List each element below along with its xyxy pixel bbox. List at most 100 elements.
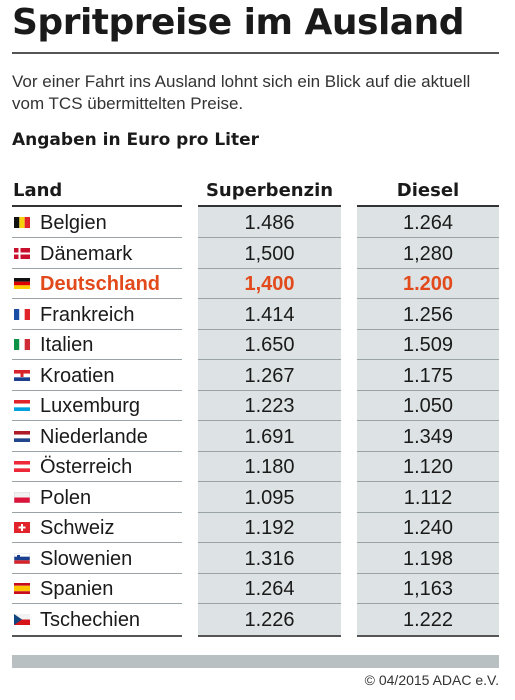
row-divider bbox=[357, 572, 499, 574]
row-divider bbox=[357, 542, 499, 543]
footer-bar bbox=[12, 655, 499, 668]
row-divider bbox=[12, 572, 182, 574]
row-divider bbox=[357, 603, 499, 604]
superbenzin-price: 1,500 bbox=[244, 242, 295, 265]
table-end-rule-superbenzin bbox=[198, 635, 341, 637]
diesel-price: 1.222 bbox=[402, 608, 454, 631]
czechia-flag-icon bbox=[14, 613, 30, 625]
row-divider bbox=[357, 359, 499, 360]
country-name: Niederlande bbox=[40, 425, 148, 448]
superbenzin-price: 1.486 bbox=[244, 212, 295, 234]
country-name: Luxemburg bbox=[40, 395, 141, 417]
row-divider bbox=[198, 237, 341, 238]
diesel-price: 1.240 bbox=[402, 517, 454, 539]
row-divider bbox=[198, 389, 341, 391]
country-name: Polen bbox=[40, 486, 92, 509]
row-divider bbox=[198, 420, 341, 421]
title-divider bbox=[12, 52, 499, 54]
row-divider bbox=[198, 511, 341, 513]
table-row: Tschechien 1.226 1.222 bbox=[0, 604, 515, 634]
germany-flag-icon bbox=[14, 278, 30, 289]
diesel-price: 1.264 bbox=[402, 212, 454, 234]
table-row: Deutschland 1,400 1.200 bbox=[0, 268, 515, 298]
luxembourg-flag-icon bbox=[14, 400, 30, 411]
croatia-flag-icon bbox=[14, 369, 30, 381]
row-divider bbox=[198, 359, 341, 360]
diesel-price: 1.198 bbox=[402, 547, 454, 570]
row-divider bbox=[12, 450, 182, 452]
header-rule-superbenzin bbox=[198, 205, 341, 207]
country-name: Italien bbox=[40, 334, 94, 356]
superbenzin-price: 1.226 bbox=[244, 608, 295, 631]
row-divider bbox=[198, 328, 341, 330]
header-rule-land bbox=[12, 205, 182, 207]
slovenia-flag-icon bbox=[14, 552, 30, 564]
table-row: Schweiz 1.192 1.240 bbox=[0, 512, 515, 542]
superbenzin-price: 1.414 bbox=[244, 303, 295, 326]
row-divider bbox=[357, 420, 499, 421]
diesel-price: 1.120 bbox=[402, 456, 454, 478]
table-row: Belgien 1.486 1.264 bbox=[0, 207, 515, 237]
row-divider bbox=[357, 328, 499, 330]
row-divider bbox=[357, 450, 499, 452]
row-divider bbox=[357, 237, 499, 238]
superbenzin-column-background bbox=[198, 207, 341, 635]
diesel-price: 1.112 bbox=[403, 486, 453, 509]
row-divider bbox=[357, 481, 499, 482]
country-name: Deutschland bbox=[40, 273, 161, 295]
unit-label: Angaben in Euro pro Liter bbox=[12, 130, 260, 150]
row-divider bbox=[198, 481, 341, 482]
row-divider bbox=[12, 328, 182, 330]
table-row: Niederlande 1.691 1.349 bbox=[0, 421, 515, 451]
france-flag-icon bbox=[14, 308, 30, 320]
intro-text: Vor einer Fahrt ins Ausland lohnt sich e… bbox=[12, 72, 471, 113]
country-name: Dänemark bbox=[40, 242, 133, 265]
country-name: Kroatien bbox=[40, 364, 115, 387]
table-row: Slowenien 1.316 1.198 bbox=[0, 543, 515, 573]
row-divider bbox=[198, 542, 341, 543]
row-divider bbox=[357, 389, 499, 391]
belgium-flag-icon bbox=[14, 217, 30, 228]
page-title: Spritpreise im Ausland bbox=[12, 2, 465, 43]
poland-flag-icon bbox=[14, 491, 30, 503]
superbenzin-price: 1.650 bbox=[244, 334, 295, 356]
row-divider bbox=[12, 542, 182, 543]
row-divider bbox=[12, 481, 182, 482]
austria-flag-icon bbox=[14, 461, 30, 472]
denmark-flag-icon bbox=[14, 247, 30, 259]
superbenzin-price: 1.192 bbox=[244, 517, 295, 539]
row-divider bbox=[198, 603, 341, 604]
diesel-price: 1,163 bbox=[402, 578, 454, 600]
superbenzin-price: 1.316 bbox=[244, 547, 295, 570]
diesel-price: 1.509 bbox=[402, 334, 454, 356]
country-name: Österreich bbox=[40, 456, 133, 478]
row-divider bbox=[12, 511, 182, 513]
diesel-price: 1.256 bbox=[402, 303, 454, 326]
country-name: Schweiz bbox=[40, 517, 115, 539]
row-divider bbox=[12, 237, 182, 238]
spain-flag-icon bbox=[14, 583, 30, 594]
country-name: Frankreich bbox=[40, 303, 135, 326]
italy-flag-icon bbox=[14, 339, 30, 350]
table-row: Italien 1.650 1.509 bbox=[0, 329, 515, 359]
superbenzin-price: 1.267 bbox=[244, 364, 295, 387]
table-row: Spanien 1.264 1,163 bbox=[0, 573, 515, 603]
switzerland-flag-icon bbox=[14, 522, 30, 533]
row-divider bbox=[12, 389, 182, 391]
table-row: Luxemburg 1.223 1.050 bbox=[0, 390, 515, 420]
superbenzin-price: 1.180 bbox=[244, 456, 295, 478]
country-name: Tschechien bbox=[40, 608, 141, 631]
row-divider bbox=[12, 359, 182, 360]
row-divider bbox=[12, 298, 182, 299]
row-divider bbox=[357, 267, 499, 269]
diesel-price: 1.200 bbox=[402, 273, 454, 295]
netherlands-flag-icon bbox=[14, 430, 30, 442]
column-header-superbenzin: Superbenzin bbox=[205, 180, 334, 201]
table-row: Frankreich 1.414 1.256 bbox=[0, 299, 515, 329]
diesel-price: 1,280 bbox=[402, 242, 454, 265]
diesel-price: 1.175 bbox=[402, 364, 454, 387]
table-row: Österreich 1.180 1.120 bbox=[0, 451, 515, 481]
header-rule-diesel bbox=[357, 205, 499, 207]
copyright-text: © 04/2015 ADAC e.V. bbox=[364, 672, 499, 688]
row-divider bbox=[198, 572, 341, 574]
